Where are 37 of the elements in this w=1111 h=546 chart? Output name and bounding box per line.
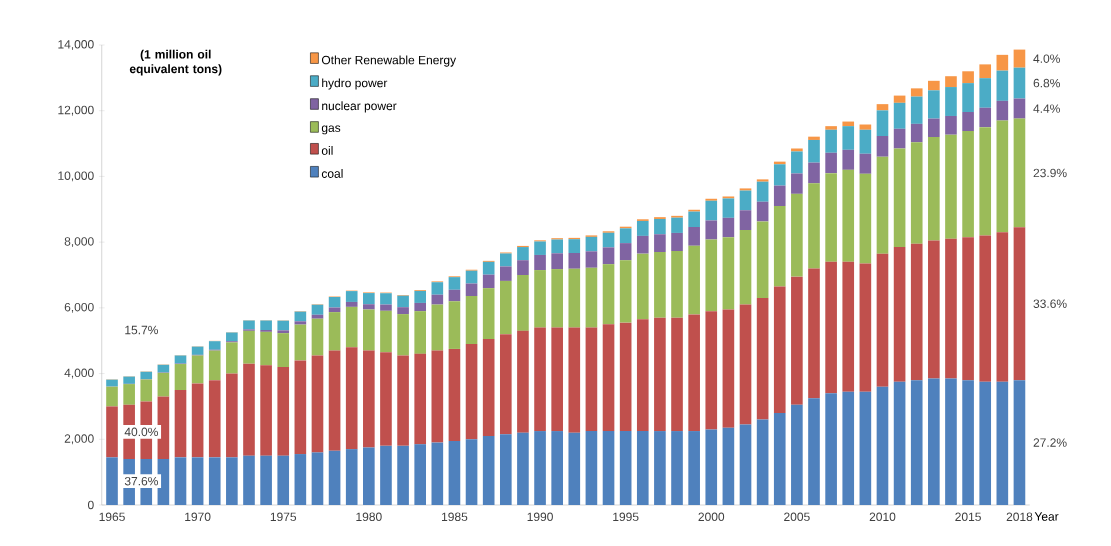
annotation: 15.7% [125,325,158,335]
x-tick-label: 2015 [955,512,981,522]
text: 33.6% [1033,299,1067,308]
annotation: 40.0% [124,427,158,437]
x-tick-label: 1990 [527,512,553,522]
x-tick-label: 1970 [185,512,211,522]
text: 4.4% [1033,104,1060,113]
y-tick-label: 10,000 [58,171,94,182]
annotation: 37.6% [124,476,158,486]
y-tick-label: 6,000 [64,302,94,313]
legend-label: nuclear power [322,101,397,113]
x-axis-title: Year [1034,512,1059,521]
legend-label: oil [321,146,333,155]
y-tick-label: 2,000 [64,434,94,445]
text: 27.2% [1033,438,1067,447]
legend-label: coal [321,169,343,178]
x-tick-label: 1965 [99,512,125,522]
y-tick-label: 0 [87,500,94,510]
x-tick-label: 2010 [869,512,896,522]
legend-label: hydro power [322,78,388,90]
y-tick-label: 12,000 [58,105,94,116]
x-tick-label: 2018 [1006,512,1033,522]
text: 4.0% [1033,54,1060,63]
x-tick-label: 1985 [442,512,468,522]
legend-label: gas [321,125,341,135]
x-tick-label: 2005 [784,512,810,522]
x-tick-label: 2000 [698,512,725,522]
x-tick-label: 1975 [270,512,297,522]
x-tick-label: 1980 [356,512,382,522]
y-tick-label: 14,000 [58,40,94,50]
legend-label: Other Renewable Energy [321,55,457,67]
y-tick-label: 4,000 [64,368,94,379]
text: 6.8% [1033,78,1060,88]
x-tick-label: 1995 [613,512,639,522]
text: 23.9% [1033,168,1067,178]
y-tick-label: 8,000 [64,237,94,248]
y-axis-title: (1 million oil equivalent tons) [129,49,222,76]
